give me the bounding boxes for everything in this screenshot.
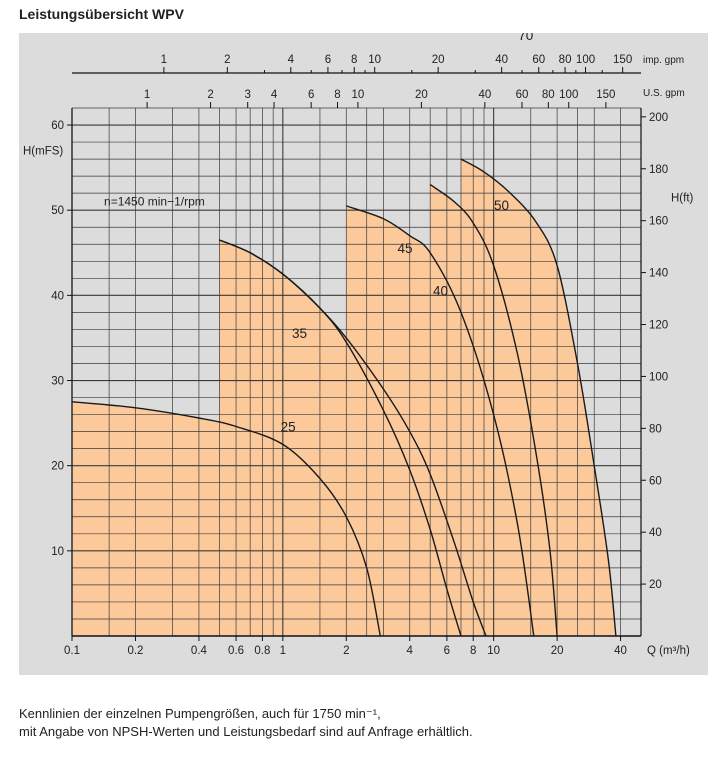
- y-right-tick-label: 100: [649, 371, 668, 383]
- curve-45: [346, 205, 535, 637]
- y-right-tick-label: 160: [649, 216, 668, 228]
- y-left-tick-label: 40: [51, 290, 64, 302]
- us-gpm-tick-label: 150: [596, 89, 615, 101]
- y-axis-right-label: H(ft): [671, 192, 694, 204]
- x-tick-label: 6: [444, 645, 450, 657]
- curves: [71, 158, 617, 637]
- speed-annotation: n=1450 min−1/rpm: [104, 195, 205, 209]
- imp-gpm-tick-label: 2: [224, 54, 230, 66]
- imp-gpm-axis-label: imp. gpm: [643, 55, 684, 66]
- us-gpm-tick-label: 80: [542, 89, 555, 101]
- imp-gpm-tick-label: 20: [432, 54, 445, 66]
- imp-gpm-tick-label: 150: [613, 54, 632, 66]
- footer-line-1: Kennlinien der einzelnen Pumpengrößen, a…: [19, 706, 381, 721]
- x-tick-label: 40: [614, 645, 627, 657]
- us-gpm-tick-label: 60: [516, 89, 529, 101]
- us-gpm-tick-label: 6: [308, 89, 314, 101]
- x-axis-label: Q (m³/h): [647, 645, 690, 657]
- us-gpm-tick-label: 3: [244, 89, 250, 101]
- curve-label-70: 70: [518, 33, 533, 43]
- curve-70: [460, 158, 617, 637]
- y-right-tick-label: 200: [649, 112, 668, 124]
- axes: [67, 67, 646, 641]
- us-gpm-tick-label: 20: [415, 89, 428, 101]
- x-tick-label: 0.8: [254, 645, 270, 657]
- footer-line-2: mit Angabe von NPSH-Werten und Leistungs…: [19, 724, 473, 739]
- us-gpm-tick-label: 100: [559, 89, 578, 101]
- imp-gpm-tick-label: 6: [325, 54, 331, 66]
- y-right-tick-label: 40: [649, 527, 662, 539]
- chart-panel: 0.1 0.2 0.4 0.6 0.8 1 2 4 6 8 10 20 40 Q (m³/h) 10 20 30…: [19, 28, 708, 675]
- performance-chart: 0.1 0.2 0.4 0.6 0.8 1 2 4 6 8 10 20 40 Q (m³/h) 10 20 30…: [23, 28, 694, 657]
- x-tick-label: 0.4: [191, 645, 208, 657]
- us-gpm-tick-label: 1: [144, 89, 150, 101]
- imp-gpm-tick-label: 4: [288, 54, 295, 66]
- x-tick-label: 0.1: [64, 645, 80, 657]
- y-right-tick-label: 140: [649, 268, 668, 280]
- y-left-tick-label: 20: [51, 461, 64, 473]
- x-tick-label: 4: [407, 645, 414, 657]
- labels: 0.1 0.2 0.4 0.6 0.8 1 2 4 6 8 10 20 40 Q (m³/h) 10 20 30…: [23, 28, 694, 657]
- imp-gpm-tick-label: 80: [559, 54, 572, 66]
- x-tick-label: 0.2: [127, 645, 143, 657]
- us-gpm-axis-label: U.S. gpm: [643, 88, 685, 99]
- y-left-tick-label: 10: [51, 546, 64, 558]
- y-right-tick-label: 80: [649, 423, 662, 435]
- y-axis-left-label: H(mFS): [23, 146, 63, 158]
- y-left-tick-label: 30: [51, 376, 64, 388]
- y-left-tick-label: 50: [51, 205, 64, 217]
- curve-label-25: 25: [281, 420, 296, 435]
- imp-gpm-tick-label: 100: [576, 54, 595, 66]
- x-tick-label: 20: [551, 645, 564, 657]
- y-right-tick-label: 20: [649, 579, 662, 591]
- x-tick-label: 0.6: [228, 645, 244, 657]
- y-left-tick-label: 60: [51, 120, 64, 132]
- curve-40: [219, 239, 487, 637]
- curve-label-50: 50: [494, 198, 509, 213]
- us-gpm-tick-label: 8: [334, 89, 340, 101]
- us-gpm-tick-label: 2: [207, 89, 213, 101]
- curve-label-45: 45: [398, 241, 413, 256]
- imp-gpm-tick-label: 60: [532, 54, 545, 66]
- x-tick-label: 10: [487, 645, 500, 657]
- us-gpm-tick-label: 4: [271, 89, 278, 101]
- y-right-tick-label: 120: [649, 320, 668, 332]
- us-gpm-tick-label: 10: [352, 89, 365, 101]
- footer-note: Kennlinien der einzelnen Pumpengrößen, a…: [19, 705, 473, 741]
- curve-50: [429, 184, 558, 637]
- x-tick-label: 2: [343, 645, 349, 657]
- x-tick-label: 1: [280, 645, 286, 657]
- imp-gpm-tick-label: 1: [161, 54, 167, 66]
- curve-label-40: 40: [433, 283, 448, 298]
- imp-gpm-tick-label: 10: [368, 54, 381, 66]
- imp-gpm-tick-label: 8: [351, 54, 357, 66]
- x-tick-label: 8: [470, 645, 476, 657]
- us-gpm-tick-label: 40: [478, 89, 491, 101]
- y-right-tick-label: 180: [649, 164, 668, 176]
- page-title: Leistungsübersicht WPV: [19, 6, 184, 22]
- grid: [71, 107, 641, 636]
- imp-gpm-tick-label: 40: [495, 54, 508, 66]
- curve-label-35: 35: [292, 326, 307, 341]
- curve-25: [71, 401, 381, 637]
- y-right-tick-label: 60: [649, 475, 662, 487]
